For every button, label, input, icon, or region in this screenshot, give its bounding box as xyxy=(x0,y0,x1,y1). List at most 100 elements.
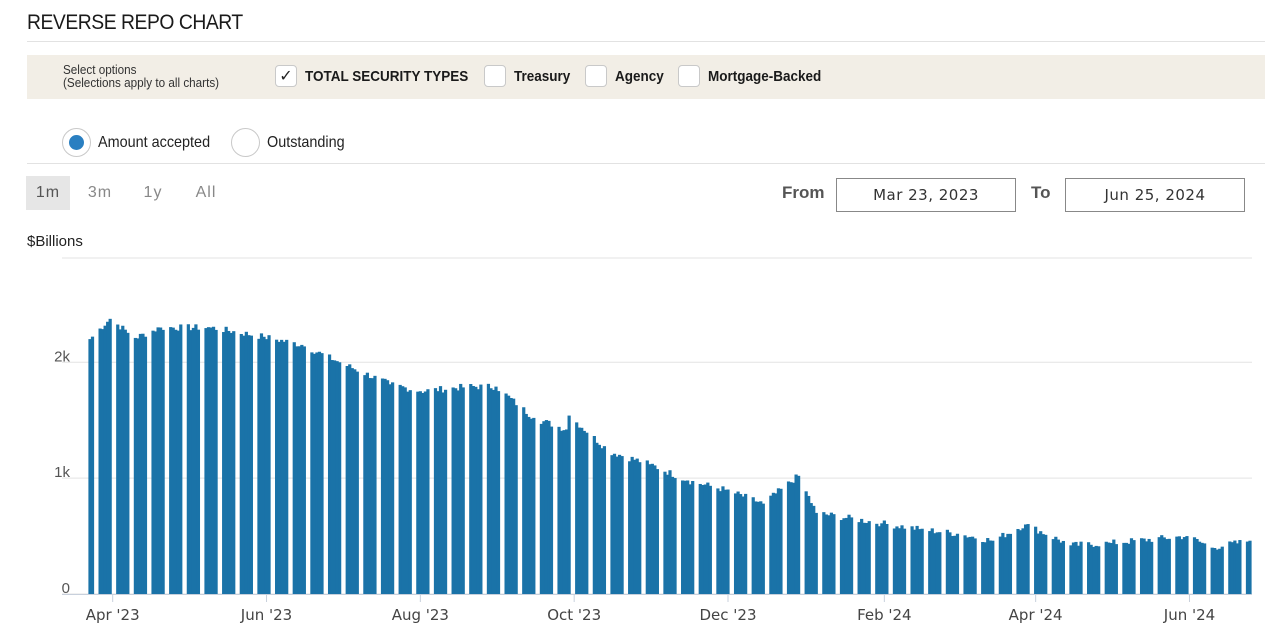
bar xyxy=(769,495,773,594)
bar xyxy=(754,501,758,594)
bar xyxy=(126,332,130,594)
checkbox-treasury[interactable]: Treasury xyxy=(484,64,577,88)
bar xyxy=(557,426,561,594)
x-tick-label: Feb '24 xyxy=(857,606,912,624)
bar xyxy=(862,522,866,594)
bar xyxy=(1016,528,1020,594)
bar xyxy=(1056,539,1060,594)
bar xyxy=(277,341,281,594)
range-button-3m[interactable]: 3m xyxy=(87,184,113,201)
bar xyxy=(1215,549,1219,594)
bar xyxy=(723,489,728,594)
bar xyxy=(1124,542,1129,594)
bar xyxy=(1200,542,1204,594)
bar xyxy=(600,448,604,594)
bar xyxy=(965,537,970,594)
bar xyxy=(264,339,269,594)
bar xyxy=(860,518,864,594)
bar xyxy=(786,481,791,594)
bar xyxy=(935,532,939,594)
bar xyxy=(708,485,712,594)
bar xyxy=(88,339,92,594)
bar xyxy=(1195,539,1199,594)
bar xyxy=(1023,524,1028,594)
bar xyxy=(650,463,654,594)
bar xyxy=(1165,539,1169,594)
bar xyxy=(368,378,372,594)
bar xyxy=(98,328,102,594)
checkbox-box[interactable] xyxy=(678,65,700,87)
bar xyxy=(204,328,208,594)
bar xyxy=(933,533,937,594)
range-button-all[interactable]: All xyxy=(195,184,217,201)
bar xyxy=(524,413,528,594)
bar xyxy=(963,535,967,594)
checkbox-agency[interactable]: Agency xyxy=(585,64,669,88)
bar xyxy=(736,491,740,594)
radio-dot xyxy=(69,135,84,150)
bar xyxy=(186,324,190,594)
bar xyxy=(701,485,705,594)
bar xyxy=(335,361,339,594)
range-button-1y[interactable]: 1y xyxy=(143,184,163,201)
bar xyxy=(1197,541,1202,594)
bar xyxy=(565,429,569,594)
checkbox-box[interactable]: ✓ xyxy=(275,65,297,87)
bar xyxy=(670,476,675,594)
bar xyxy=(897,528,902,594)
bar xyxy=(968,536,972,594)
bar xyxy=(938,532,942,594)
bar xyxy=(892,528,897,594)
bar xyxy=(196,329,201,594)
from-date-input[interactable] xyxy=(836,178,1016,212)
x-tick-label: Jun '23 xyxy=(240,606,292,624)
bar xyxy=(882,520,886,594)
bar xyxy=(991,540,995,594)
bar xyxy=(973,538,977,594)
bar xyxy=(585,432,589,594)
bar xyxy=(829,512,833,594)
bar xyxy=(151,330,155,594)
bar xyxy=(209,327,213,594)
bar xyxy=(610,455,614,594)
checkbox-box[interactable] xyxy=(585,65,607,87)
bar xyxy=(595,442,599,594)
x-axis: Apr '23 Jun '23 Aug '23 Oct '23 Dec '23 Feb '… xyxy=(62,594,1252,624)
checkbox-mortgage-backed[interactable]: Mortgage-Backed xyxy=(678,64,834,88)
bar xyxy=(529,418,533,594)
bar xyxy=(779,488,783,594)
to-date-input[interactable] xyxy=(1065,178,1245,212)
bar xyxy=(1160,535,1164,594)
bar xyxy=(1051,539,1055,594)
bar xyxy=(945,529,949,594)
bar xyxy=(542,421,546,594)
bar xyxy=(1069,545,1073,594)
checkbox-box[interactable] xyxy=(484,65,506,87)
bar xyxy=(179,324,183,594)
bar xyxy=(1006,533,1010,594)
bar xyxy=(206,327,211,594)
x-tick-label: Apr '23 xyxy=(86,606,140,624)
bar xyxy=(1192,537,1197,594)
range-button-1m[interactable]: 1m xyxy=(26,176,70,210)
bar xyxy=(101,329,105,594)
radio-outstanding[interactable]: Outstanding xyxy=(231,128,353,157)
bar xyxy=(451,387,455,594)
bar xyxy=(509,398,513,594)
radio-amount-accepted[interactable]: Amount accepted xyxy=(62,128,223,157)
checkbox-total-security-types[interactable]: ✓ TOTAL SECURITY TYPES xyxy=(275,64,486,88)
radio-circle[interactable] xyxy=(62,128,91,157)
bar xyxy=(227,330,231,594)
bar xyxy=(421,392,425,594)
bar xyxy=(1238,540,1242,594)
bar xyxy=(176,330,180,594)
bar xyxy=(703,484,707,594)
bar xyxy=(1071,542,1076,594)
x-tick-label: Apr '24 xyxy=(1009,606,1063,624)
radio-circle[interactable] xyxy=(231,128,260,157)
bar xyxy=(1162,537,1166,594)
bar xyxy=(615,456,619,594)
bar xyxy=(567,415,571,594)
bar xyxy=(549,426,554,594)
bar xyxy=(1175,536,1179,594)
